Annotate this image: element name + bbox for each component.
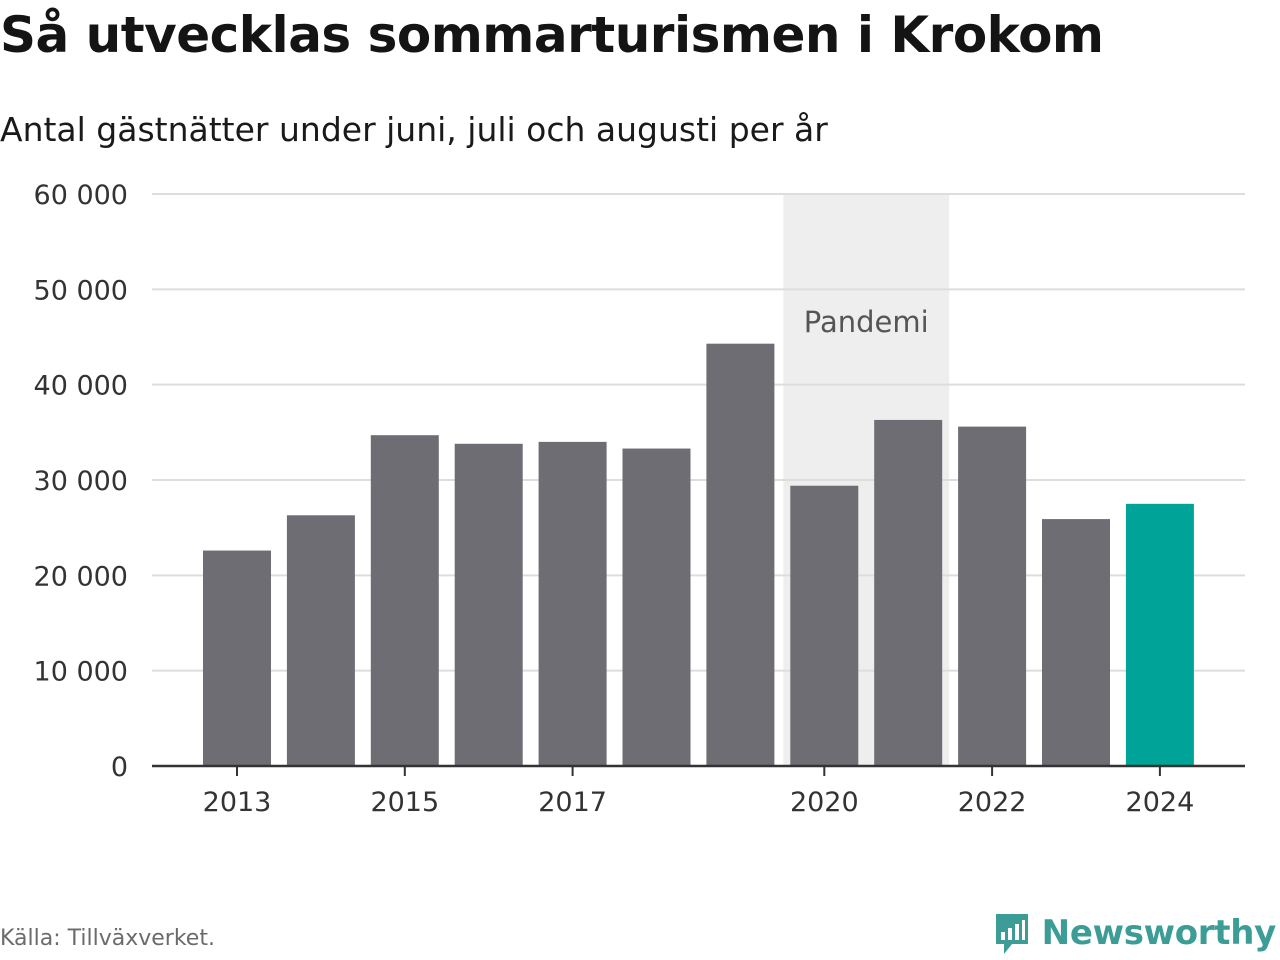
bar-2013 bbox=[203, 550, 271, 766]
chart-subtitle: Antal gästnätter under juni, juli och au… bbox=[0, 110, 828, 149]
bar-2018 bbox=[622, 448, 691, 766]
x-tick-label: 2024 bbox=[1126, 787, 1195, 818]
bar-2024 bbox=[1125, 503, 1194, 766]
axis-labels: 0 10 000 20 000 30 000 40 000 50 000 60 000 201… bbox=[34, 180, 1195, 818]
bar-2017 bbox=[538, 441, 607, 766]
bar-chart: Pandemi 0 10 000 20 000 30 000 40 000 50 000 6… bbox=[34, 180, 1245, 818]
brand-name: Newsworthy bbox=[1041, 913, 1277, 953]
bar-chart-speech-bubble-icon bbox=[995, 914, 1028, 954]
x-tick-label: 2017 bbox=[538, 787, 607, 818]
y-tick-label: 30 000 bbox=[34, 466, 128, 497]
y-tick-label: 40 000 bbox=[34, 371, 128, 402]
x-tick-label: 2020 bbox=[790, 787, 859, 818]
bar-2020 bbox=[790, 485, 859, 766]
source-note: Källa: Tillväxverket. bbox=[0, 926, 215, 951]
bar-2016 bbox=[454, 443, 523, 766]
bar-2015 bbox=[370, 435, 439, 766]
y-tick-label: 50 000 bbox=[34, 275, 128, 306]
y-tick-label: 0 bbox=[111, 752, 128, 783]
x-tick-label: 2013 bbox=[203, 787, 272, 818]
bar-2023 bbox=[1042, 519, 1110, 766]
bars bbox=[203, 343, 1194, 766]
pandemic-label: Pandemi bbox=[804, 305, 929, 339]
y-tick-label: 20 000 bbox=[34, 561, 128, 592]
x-tick-label: 2022 bbox=[958, 787, 1027, 818]
chart-title: Så utvecklas sommarturismen i Krokom bbox=[0, 6, 1104, 64]
brand-logo: Newsworthy bbox=[992, 910, 1276, 956]
x-tick-label: 2015 bbox=[370, 787, 439, 818]
bar-2021 bbox=[874, 419, 943, 766]
bar-2014 bbox=[286, 515, 355, 766]
bar-2022 bbox=[958, 426, 1027, 766]
y-tick-label: 10 000 bbox=[34, 657, 128, 688]
bar-2019 bbox=[706, 343, 775, 766]
y-tick-label: 60 000 bbox=[34, 180, 128, 211]
axes bbox=[152, 764, 1245, 776]
